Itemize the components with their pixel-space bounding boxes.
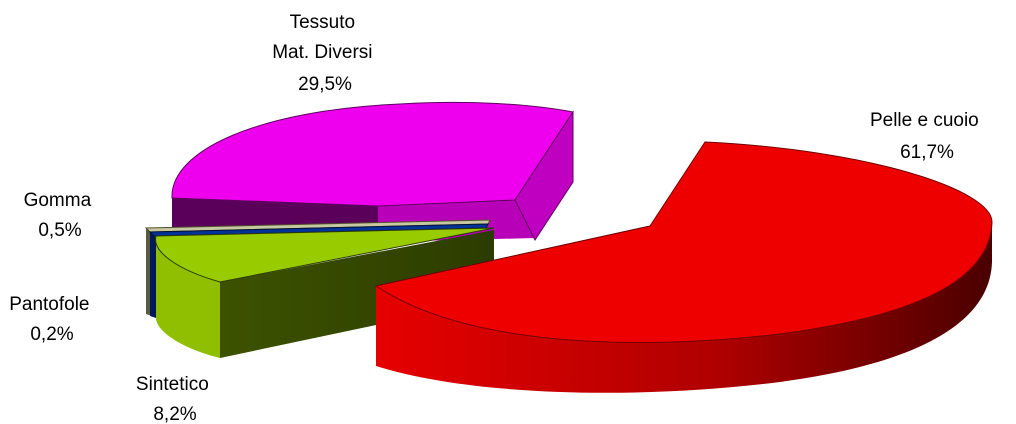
label-pantofole-line1: Pantofole	[9, 294, 89, 315]
label-gomma: Gomma 0,5%	[24, 190, 97, 241]
slice-sintetico-top	[155, 227, 495, 283]
label-tessuto-line1: Tessuto	[290, 12, 355, 33]
label-sintetico-line1: Sintetico	[136, 374, 209, 395]
label-pelle-value: 61,7%	[900, 142, 954, 163]
label-gomma-line1: Gomma	[24, 190, 92, 211]
label-pelle-line1: Pelle e cuoio	[870, 110, 979, 131]
label-pelle: Pelle e cuoio 61,7%	[870, 110, 984, 163]
label-sintetico: Sintetico 8,2%	[136, 374, 214, 424]
slice-pantofole-side	[150, 232, 156, 318]
label-tessuto-line2: Mat. Diversi	[272, 42, 372, 63]
slice-sintetico	[155, 227, 495, 358]
label-pantofole: Pantofole 0,2%	[9, 294, 95, 345]
slice-pelle	[374, 141, 993, 393]
slice-tessuto-right-wall	[514, 110, 574, 242]
slice-tessuto	[171, 101, 574, 242]
slice-sintetico-side	[220, 230, 494, 358]
slice-pelle-side	[376, 222, 992, 393]
label-tessuto: Tessuto Mat. Diversi 29,5%	[272, 12, 378, 95]
slice-sintetico-front	[155, 236, 220, 358]
label-pantofole-value: 0,2%	[30, 324, 73, 345]
label-sintetico-value: 8,2%	[153, 404, 196, 424]
label-tessuto-value: 29,5%	[298, 74, 352, 95]
slice-tessuto-top	[171, 101, 574, 207]
label-gomma-value: 0,5%	[38, 220, 81, 241]
slice-pelle-top	[374, 141, 993, 343]
